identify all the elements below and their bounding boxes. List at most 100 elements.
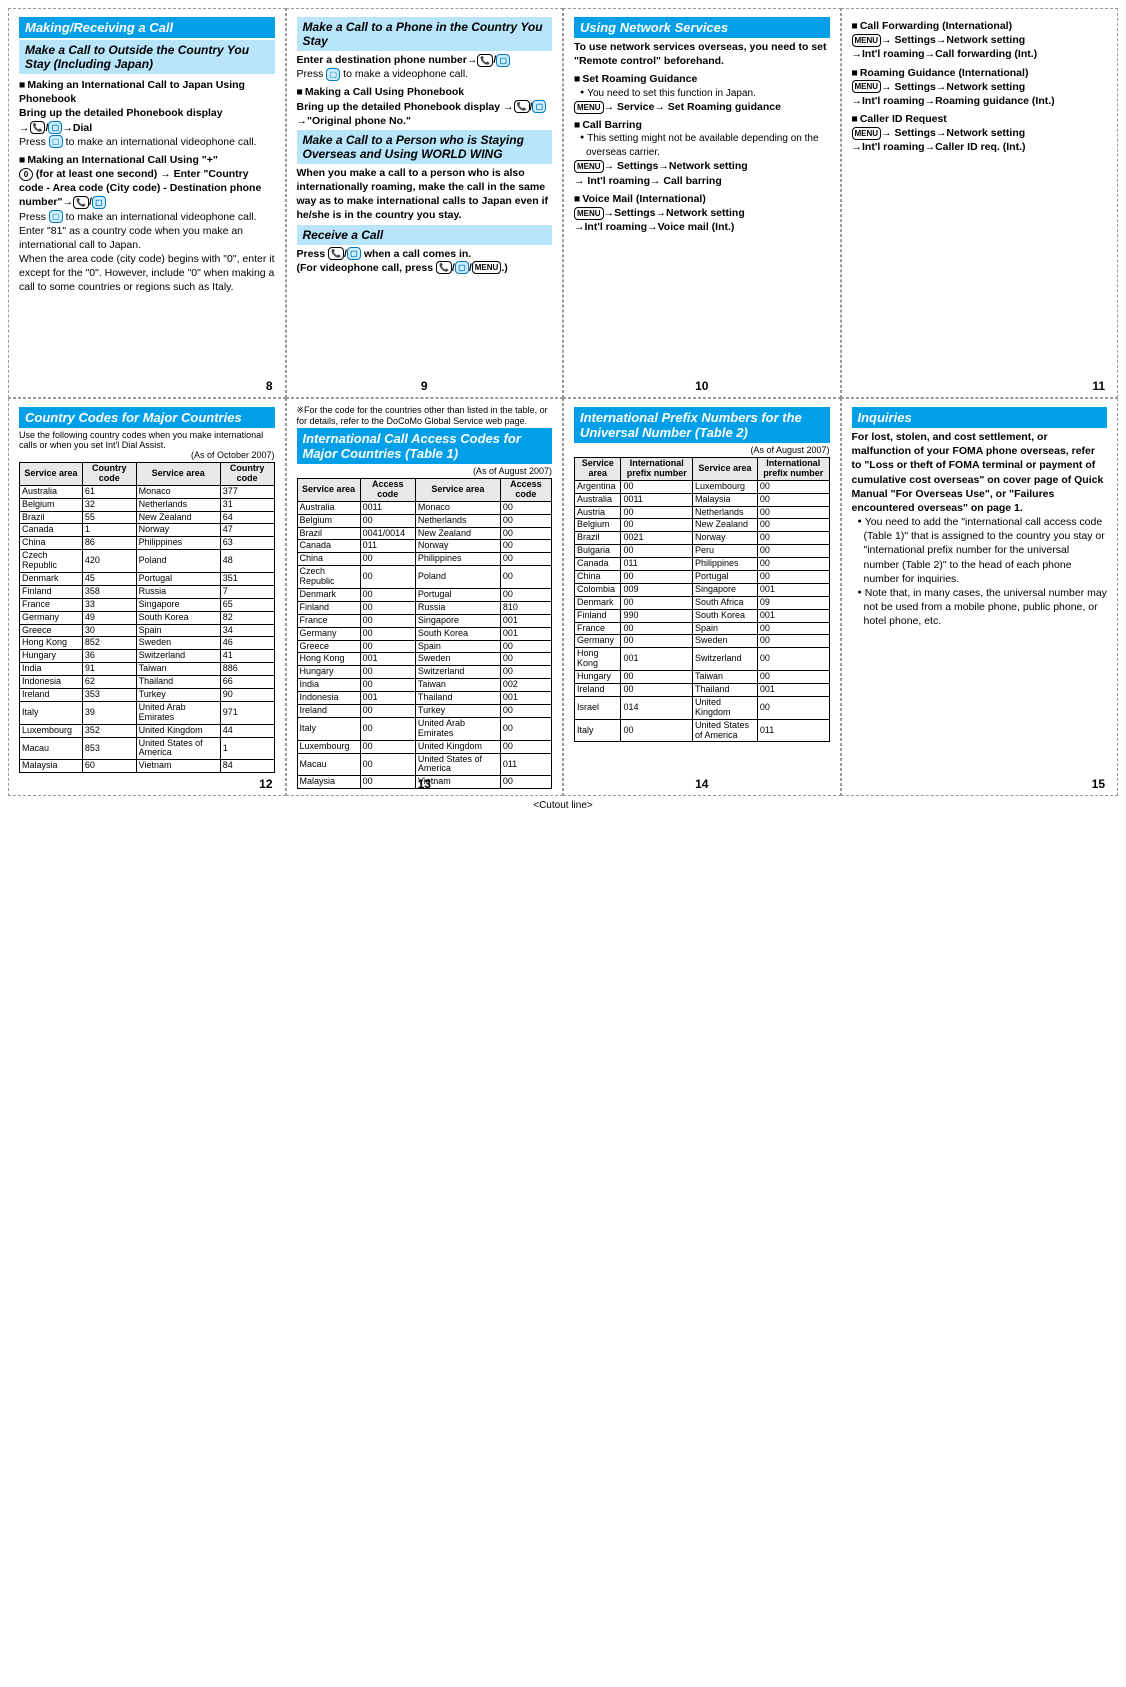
section-title: Set Roaming Guidance (574, 72, 830, 86)
table-cell: 810 (500, 601, 551, 614)
table-cell: Thailand (415, 692, 500, 705)
table-cell: 853 (82, 737, 136, 760)
table-cell: Italy (20, 701, 83, 724)
table-cell: 00 (757, 648, 829, 671)
table-row: Denmark45Portugal351 (20, 573, 275, 586)
table-cell: 00 (757, 571, 829, 584)
table-cell: Spain (693, 622, 758, 635)
table-row: Indonesia001Thailand001 (297, 692, 552, 705)
table-cell: 00 (500, 776, 551, 789)
heading: Making/Receiving a Call (19, 17, 275, 38)
section-title: Roaming Guidance (International) (852, 66, 1108, 80)
table-cell: 00 (360, 666, 415, 679)
table-cell: 852 (82, 637, 136, 650)
table-cell: Ireland (297, 705, 360, 718)
table-cell: 00 (621, 519, 693, 532)
table-row: Belgium32Netherlands31 (20, 498, 275, 511)
table-cell: Philippines (415, 553, 500, 566)
table-row: France33Singapore65 (20, 598, 275, 611)
instruction: MENU→ Settings→Network setting→Int'l roa… (852, 33, 1108, 61)
table-cell: South Korea (415, 627, 500, 640)
table-cell: New Zealand (693, 519, 758, 532)
table-row: Finland358Russia7 (20, 585, 275, 598)
page-number: 15 (1092, 777, 1105, 791)
section-title: Making a Call Using Phonebook (297, 85, 553, 99)
table-row: Canada011Philippines00 (575, 558, 830, 571)
table-cell: United Arab Emirates (136, 701, 220, 724)
table-cell: Netherlands (415, 514, 500, 527)
th: Service area (575, 458, 621, 481)
table-cell: 011 (621, 558, 693, 571)
table-cell: Germany (297, 627, 360, 640)
table-cell: 420 (82, 550, 136, 573)
table-cell: South Korea (136, 611, 220, 624)
table-cell: 971 (220, 701, 274, 724)
table-cell: Netherlands (693, 506, 758, 519)
table-cell: 47 (220, 524, 274, 537)
prefix-numbers-table: Service area International prefix number… (574, 457, 830, 742)
table-cell: Canada (20, 524, 83, 537)
table-cell: Denmark (20, 573, 83, 586)
table-cell: United Arab Emirates (415, 717, 500, 740)
table-cell: Taiwan (136, 663, 220, 676)
table-cell: Greece (20, 624, 83, 637)
note: Press ▢ to make a videophone call. (297, 67, 553, 81)
table-row: Czech Republic420Poland48 (20, 550, 275, 573)
table-cell: Finland (297, 601, 360, 614)
table-cell: 00 (621, 596, 693, 609)
table-row: Australia0011Malaysia00 (575, 493, 830, 506)
table-row: Belgium00Netherlands00 (297, 514, 552, 527)
table-cell: 00 (500, 705, 551, 718)
table-cell: 00 (360, 679, 415, 692)
table-row: Canada011Norway00 (297, 540, 552, 553)
table-cell: 00 (621, 671, 693, 684)
table-row: Germany00South Korea001 (297, 627, 552, 640)
table-row: China86Philippines63 (20, 537, 275, 550)
instruction: When you make a call to a person who is … (297, 166, 553, 223)
table-cell: United Kingdom (415, 740, 500, 753)
table-cell: 00 (757, 545, 829, 558)
table-cell: 00 (757, 671, 829, 684)
table-cell: 001 (757, 583, 829, 596)
table-cell: 61 (82, 485, 136, 498)
table-cell: 00 (757, 480, 829, 493)
table-cell: Philippines (693, 558, 758, 571)
table-cell: United States of America (415, 753, 500, 776)
table-cell: 00 (757, 622, 829, 635)
table-cell: 00 (757, 558, 829, 571)
table-row: Finland00Russia810 (297, 601, 552, 614)
table-row: Macau00United States of America011 (297, 753, 552, 776)
table-cell: Denmark (297, 589, 360, 602)
table-cell: 48 (220, 550, 274, 573)
table-row: Italy39United Arab Emirates971 (20, 701, 275, 724)
table-cell: 00 (360, 640, 415, 653)
table-cell: 001 (500, 614, 551, 627)
table-cell: Ireland (575, 684, 621, 697)
table-row: Brazil0021Norway00 (575, 532, 830, 545)
table-cell: Spain (136, 624, 220, 637)
table-cell: Hungary (297, 666, 360, 679)
table-cell: 0021 (621, 532, 693, 545)
table-row: Belgium00New Zealand00 (575, 519, 830, 532)
table-cell: 00 (360, 601, 415, 614)
page-number: 14 (695, 777, 708, 791)
table-cell: 00 (500, 501, 551, 514)
panel-9: Make a Call to a Phone in the Country Yo… (286, 8, 564, 398)
table-cell: 90 (220, 689, 274, 702)
country-codes-table: Service area Country code Service area C… (19, 462, 275, 773)
cutout-label: <Cutout line> (8, 800, 1118, 811)
table-cell: 00 (500, 653, 551, 666)
table-cell: 001 (621, 648, 693, 671)
table-cell: 00 (360, 776, 415, 789)
table-row: China00Philippines00 (297, 553, 552, 566)
table-cell: 00 (500, 566, 551, 589)
table-cell: 00 (757, 635, 829, 648)
table-cell: Poland (136, 550, 220, 573)
table-cell: 886 (220, 663, 274, 676)
page-number: 12 (259, 777, 272, 791)
instruction: Enter a destination phone number→📞/▢ (297, 53, 553, 67)
table-cell: 55 (82, 511, 136, 524)
table-cell: 00 (621, 684, 693, 697)
table-cell: Brazil (297, 527, 360, 540)
th: Service area (693, 458, 758, 481)
